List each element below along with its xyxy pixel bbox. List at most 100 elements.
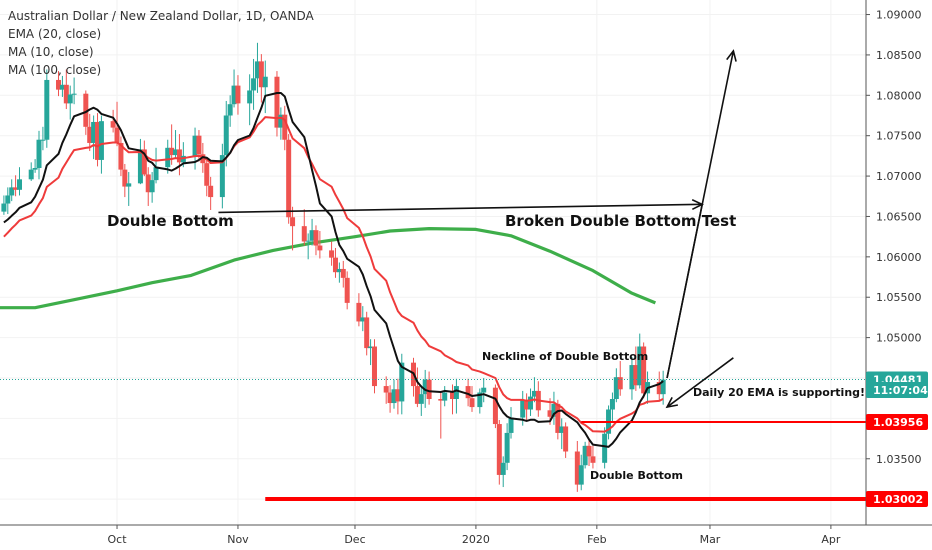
annotations: Double Bottom Broken Double Bottom Test … — [107, 212, 865, 482]
support-pointer-arrow-head — [665, 396, 679, 409]
level-1-badge: 1.03956 — [866, 413, 928, 430]
candle-body — [602, 433, 608, 463]
candle-body — [173, 149, 179, 156]
candle-body — [574, 451, 580, 485]
candle-body — [1, 203, 7, 212]
candle-body — [504, 432, 510, 463]
trend-arrow — [218, 203, 703, 214]
candlestick-series — [1, 42, 666, 492]
ma100-path — [0, 227, 657, 310]
time-tick-label: Apr — [821, 533, 841, 546]
candle-body — [387, 392, 393, 404]
candle-body — [383, 386, 389, 393]
candle-body — [469, 398, 475, 408]
candle-body — [582, 445, 588, 466]
candle-body — [192, 135, 198, 156]
candle-body — [344, 277, 350, 303]
candle-body — [391, 389, 397, 404]
candle-body — [450, 392, 456, 399]
candle-body — [551, 403, 557, 417]
time-tick-label: Feb — [587, 533, 606, 546]
price-tick-label: 1.06500 — [876, 210, 922, 223]
candle-body — [629, 365, 635, 390]
svg-text:1.03956: 1.03956 — [873, 416, 923, 429]
candle-body — [609, 399, 615, 410]
candle-body — [36, 139, 42, 168]
symbol-title: Australian Dollar / New Zealand Dollar, … — [8, 9, 314, 23]
projection-connector — [666, 204, 703, 379]
chart-legend: Australian Dollar / New Zealand Dollar, … — [8, 7, 314, 79]
price-tick-label: 1.07000 — [876, 170, 922, 183]
candle-body — [660, 379, 666, 395]
candle-body — [305, 240, 311, 242]
price-tick-label: 1.05500 — [876, 291, 922, 304]
candle-body — [227, 104, 233, 116]
candle-body — [586, 445, 592, 457]
candle-body — [453, 386, 459, 399]
level-2-badge: 1.03002 — [866, 490, 928, 507]
candle-body — [196, 135, 202, 155]
candle-body — [165, 147, 171, 168]
svg-text:11:07:04: 11:07:04 — [873, 384, 928, 397]
candle-body — [219, 155, 225, 198]
candle-body — [336, 268, 342, 273]
candle-body — [395, 389, 401, 402]
candle-body — [590, 456, 596, 463]
ma100-line — [0, 227, 657, 310]
candle-body — [465, 386, 471, 399]
candle-body — [87, 126, 93, 143]
candle-body — [340, 268, 346, 278]
candle-body — [118, 142, 124, 170]
candle-body — [613, 377, 619, 399]
candle-body — [32, 168, 38, 170]
candle-body — [313, 230, 319, 246]
candle-body — [137, 149, 143, 184]
candle-body — [262, 76, 268, 88]
candle-body — [496, 424, 502, 475]
candle-body — [563, 426, 569, 452]
candle-body — [141, 149, 147, 175]
projection-arrow-up-head — [726, 49, 737, 62]
drawing-arrows — [218, 49, 737, 409]
candle-body — [399, 362, 405, 402]
candle-body — [371, 346, 377, 387]
neckline-label: Neckline of Double Bottom — [482, 350, 648, 363]
time-axis[interactable]: Oct Nov Dec 2020 Feb Mar Apr — [0, 524, 932, 546]
candle-body — [126, 183, 132, 187]
support-pointer-arrow — [666, 357, 734, 408]
candle-body — [235, 85, 241, 104]
candle-body — [110, 121, 116, 128]
candle-body — [317, 245, 323, 251]
candle-body — [418, 394, 424, 404]
svg-text:1.03002: 1.03002 — [873, 493, 923, 506]
price-tick-label: 1.08000 — [876, 89, 922, 102]
candle-body — [578, 465, 584, 485]
candle-body — [500, 462, 506, 475]
candle-body — [59, 84, 65, 90]
price-tick-label: 1.05000 — [876, 332, 922, 345]
candle-body — [17, 179, 23, 190]
candle-body — [492, 387, 498, 425]
candle-body — [251, 78, 257, 91]
candle-body — [547, 410, 553, 417]
candle-body — [555, 403, 561, 433]
candle-body — [426, 379, 432, 399]
legend-ma100: MA (100, close) — [8, 63, 102, 77]
candle-body — [153, 167, 159, 181]
candle-body — [481, 387, 487, 393]
candle-body — [98, 121, 104, 160]
candle-body — [332, 257, 338, 273]
candle-body — [477, 392, 483, 408]
price-tick-label: 1.09000 — [876, 9, 922, 22]
candle-body — [28, 169, 34, 180]
candle-body — [438, 399, 444, 401]
candle-body — [422, 379, 428, 395]
legend-ema20: EMA (20, close) — [8, 27, 102, 41]
candle-body — [524, 399, 530, 410]
candle-body — [641, 346, 647, 394]
candle-body — [508, 417, 514, 433]
horizontal-levels — [0, 379, 866, 501]
candle-body — [9, 187, 15, 196]
